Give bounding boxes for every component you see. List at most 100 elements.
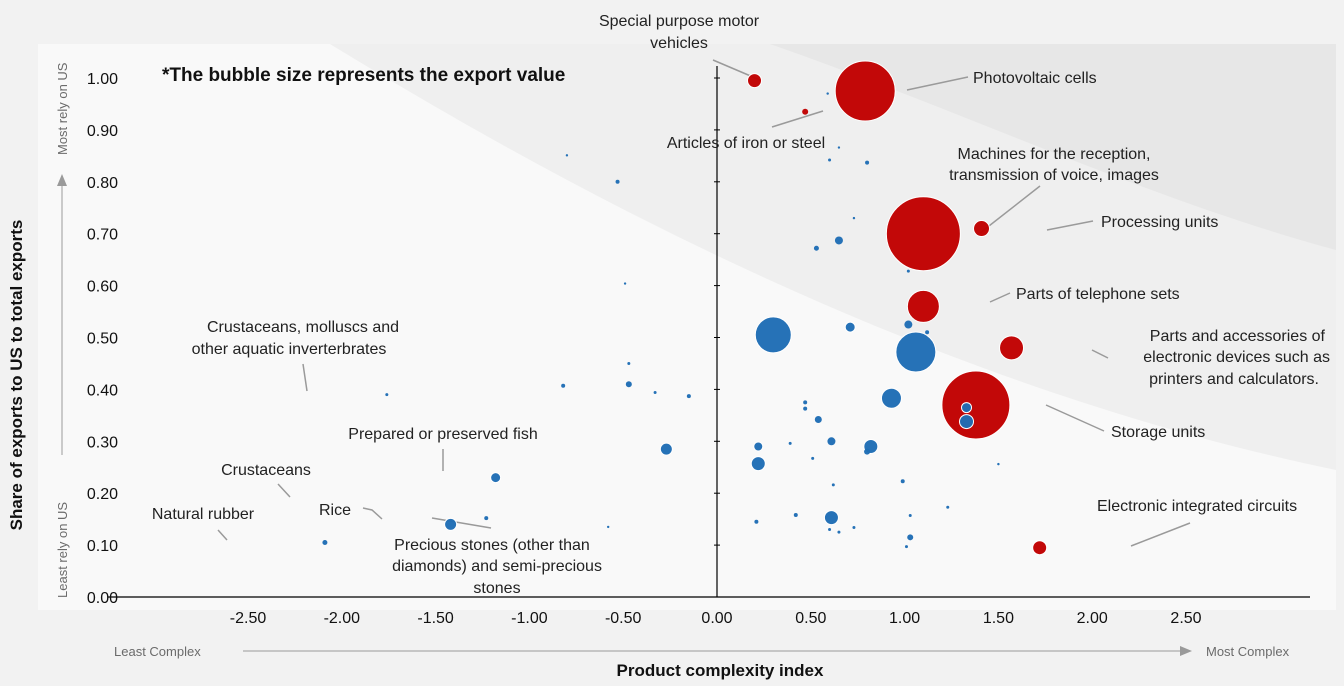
label-leader-line xyxy=(1091,349,1109,359)
bubble xyxy=(907,534,914,541)
label-leader-line xyxy=(989,292,1011,303)
x-tick-label: 1.00 xyxy=(889,610,920,627)
bubble xyxy=(925,330,930,335)
x-tick-label: 1.50 xyxy=(983,610,1014,627)
y-tick-label: 0.90 xyxy=(87,123,118,140)
bubble xyxy=(946,505,950,509)
bubble-electronic-integrated-circuits xyxy=(1032,540,1048,556)
bubble xyxy=(837,146,841,149)
bubble xyxy=(844,321,856,333)
bubble xyxy=(959,414,975,430)
bubble xyxy=(831,483,835,487)
x-high-label: Most Complex xyxy=(1206,644,1290,659)
y-low-label: Least rely on US xyxy=(55,502,70,598)
x-tick-label: -1.50 xyxy=(417,610,454,627)
bubble xyxy=(623,282,627,285)
y-tick-label: 0.60 xyxy=(87,279,118,296)
bubble xyxy=(961,402,973,414)
bubble-rice xyxy=(444,517,458,531)
bubble xyxy=(834,236,843,245)
bubble xyxy=(852,216,856,220)
bubble-label: Articles of iron or steel xyxy=(667,135,825,152)
bubble-label: Natural rubber xyxy=(152,506,255,523)
x-tick-labels: -2.50 -2.00 -1.50 -1.00 -0.50 0.00 0.50 1.00 1.5… xyxy=(230,610,1202,627)
bubble xyxy=(865,160,870,165)
x-low-label: Least Complex xyxy=(114,644,201,659)
bubble xyxy=(788,441,792,445)
bubble xyxy=(750,456,766,472)
bubble xyxy=(837,530,841,534)
label-leader-line xyxy=(217,529,228,541)
x-tick-label: 2.00 xyxy=(1077,610,1108,627)
bubble xyxy=(615,179,620,184)
y-tick-label: 0.50 xyxy=(87,331,118,348)
bubble xyxy=(753,441,764,452)
bubble xyxy=(826,92,829,95)
x-tick-label: 2.50 xyxy=(1170,610,1201,627)
bubble xyxy=(803,406,808,411)
bubble xyxy=(561,383,566,388)
bubble xyxy=(686,394,691,399)
bubble-prepared-or-preserved-fish xyxy=(490,472,502,484)
bubble xyxy=(904,545,908,549)
bubble xyxy=(880,387,902,409)
bubble-label: Processing units xyxy=(1101,214,1218,231)
label-leader-line xyxy=(979,185,1041,234)
x-direction-arrowhead xyxy=(1180,646,1192,656)
bubble xyxy=(823,510,839,526)
bubble xyxy=(659,442,673,456)
y-tick-label: 0.00 xyxy=(87,590,118,607)
bubble-label: Special purpose motor vehicles xyxy=(599,13,760,52)
bubble xyxy=(828,158,832,162)
bubble xyxy=(895,331,937,373)
bubble xyxy=(828,528,832,532)
axes xyxy=(108,66,1310,598)
bubble xyxy=(754,316,792,354)
label-leader-line xyxy=(771,110,824,128)
label-leader-line xyxy=(362,507,383,520)
bubble-label: Parts of telephone sets xyxy=(1016,286,1180,303)
bubble xyxy=(827,437,836,446)
label-leader-line xyxy=(1130,522,1191,547)
y-direction-arrowhead xyxy=(57,174,67,186)
bubble xyxy=(653,391,657,395)
x-axis-title: Product complexity index xyxy=(617,661,824,680)
y-tick-label: 0.70 xyxy=(87,227,118,244)
bubble-label: Machines for the reception, transmission … xyxy=(949,146,1159,184)
x-tick-label: -1.00 xyxy=(511,610,548,627)
complexity-region-inner xyxy=(770,44,1336,250)
x-tick-label: 0.50 xyxy=(795,610,826,627)
y-tick-label: 0.20 xyxy=(87,486,118,503)
bubble-label: Precious stones (other than diamonds) and… xyxy=(392,537,602,597)
bubbles xyxy=(322,60,1048,556)
y-tick-label: 1.00 xyxy=(87,71,118,88)
bubble-label: Parts and accessories of electronic devic… xyxy=(1143,328,1330,388)
y-tick-label: 0.80 xyxy=(87,175,118,192)
y-tick-label: 0.40 xyxy=(87,382,118,399)
bubble-label: Rice xyxy=(319,502,351,519)
bubble-natural-rubber xyxy=(322,540,328,546)
label-leader-line xyxy=(431,517,492,529)
bubble xyxy=(814,416,822,424)
x-tick-label: -0.50 xyxy=(605,610,642,627)
bubble xyxy=(864,448,871,455)
bubble-processing-units xyxy=(973,220,991,238)
bubble xyxy=(565,154,569,157)
x-tick-label: 0.00 xyxy=(701,610,732,627)
bubble xyxy=(813,245,819,251)
bubble-label: Crustaceans, molluscs and other aquatic i… xyxy=(192,319,399,358)
x-tick-label: -2.00 xyxy=(324,610,361,627)
bubble-parts-and-accessories-of-electronic-devices-such-as-printers-and-calculators xyxy=(999,335,1025,361)
bubble-label: Crustaceans xyxy=(221,462,311,479)
bubble-label: Prepared or preserved fish xyxy=(348,426,537,443)
bubble-special-purpose-motor-vehicles xyxy=(747,73,763,89)
bubble xyxy=(803,400,808,405)
y-tick-label: 0.10 xyxy=(87,538,118,555)
bubble-label: Photovoltaic cells xyxy=(973,70,1097,87)
bubble xyxy=(606,525,610,529)
bubble-storage-units xyxy=(941,370,1011,440)
label-leader-line xyxy=(1046,220,1094,231)
bubble xyxy=(906,269,910,273)
